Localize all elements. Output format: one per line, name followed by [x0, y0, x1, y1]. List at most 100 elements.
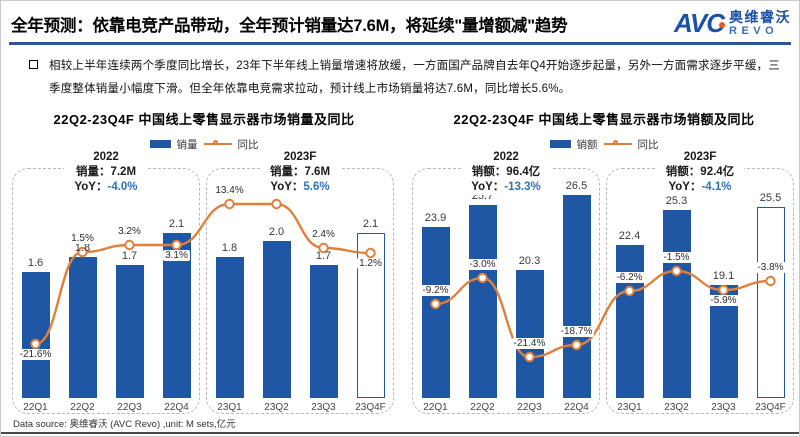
annotation-year: 2022 [493, 151, 519, 163]
annotation-metric: 销额：92.4亿 [665, 165, 735, 178]
bar-23Q2 [662, 210, 691, 398]
line-value-label: -1.5% [649, 252, 705, 263]
legend-line-label: 同比 [237, 138, 259, 151]
line-value-text: -6.2% [614, 272, 645, 283]
bar-22Q4 [562, 195, 591, 398]
x-axis-label: 23Q1 [617, 402, 642, 413]
bar-22Q3 [115, 265, 144, 398]
annotation-yoy-value: -4.1% [701, 180, 732, 193]
legend-line-stroke [203, 142, 232, 145]
annotation-metric: 销量：7.6M [269, 165, 331, 178]
logo-dot-icon [719, 22, 725, 29]
annotation-metric: 销量：7.2M [75, 165, 137, 178]
annotation-metric: 销额：96.4亿 [471, 165, 541, 178]
line-value-label: -9.2% [408, 285, 464, 296]
line-value-text: -1.5% [661, 252, 692, 263]
line-value-text: 1.5% [69, 233, 96, 244]
legend-bar-swatch [549, 140, 571, 148]
line-value-text: -5.9% [708, 295, 739, 306]
line-value-text: 2.4% [310, 229, 337, 240]
line-value-label: 2.4% [296, 229, 352, 240]
bar-value-label: 1.7 [315, 250, 332, 262]
value-chart-legend: 销额 同比 [408, 137, 799, 151]
volume-chart-title: 22Q2-23Q4F 中国线上零售显示器市场销量及同比 [53, 112, 355, 127]
annotation-yoy-label: YoY： [270, 180, 304, 193]
value-chart-title: 22Q2-23Q4F 中国线上零售显示器市场销额及同比 [453, 112, 755, 127]
annotation-card: 2023F 销额：92.4亿 YoY：-4.1% [655, 150, 745, 195]
group-annotation-2022: 2022 销额：96.4亿 YoY：-13.3% [412, 150, 600, 195]
data-source-note: Data source: 奥维睿沃 (AVC Revo) ,unit: M se… [13, 419, 236, 430]
line-value-label: -6.2% [602, 272, 658, 283]
legend-line-marker-icon [212, 139, 218, 145]
x-axis-label: 23Q1 [217, 402, 242, 413]
annotation-year: 2022 [93, 151, 119, 163]
annotation-yoy: YoY：-4.0% [74, 180, 137, 195]
header-divider [9, 42, 791, 45]
bar-23Q3 [309, 265, 338, 398]
line-value-label: -3.8% [743, 262, 799, 273]
line-value-text: -21.4% [511, 338, 548, 349]
bar-22Q3 [515, 270, 544, 398]
bar-22Q1 [21, 272, 50, 398]
x-axis-label: 22Q1 [23, 402, 48, 413]
legend-line-stroke [603, 142, 632, 145]
x-axis-label: 22Q3 [117, 402, 142, 413]
bar-value-label: 1.7 [121, 250, 138, 262]
line-value-label: -18.7% [549, 326, 605, 337]
legend-bar-swatch [149, 140, 171, 148]
bar-value-label: 2.1 [168, 218, 185, 230]
bar-value-label: 1.8 [221, 242, 238, 254]
line-value-text: -18.7% [558, 326, 595, 337]
x-axis-label: 23Q4F [355, 402, 386, 413]
annotation-yoy: YoY：-13.3% [471, 180, 540, 195]
annotation-card: 2022 销额：96.4亿 YoY：-13.3% [461, 150, 551, 195]
x-axis-label: 22Q1 [423, 402, 448, 413]
legend-bar-label: 销量 [176, 138, 198, 151]
line-value-text: -3.0% [467, 259, 498, 270]
logo-avc-text: AVC [674, 8, 725, 39]
line-value-label: 3.1% [149, 250, 205, 261]
line-value-label: -21.6% [8, 349, 64, 360]
line-value-text: 3.2% [116, 226, 143, 237]
volume-chart-legend: 销量 同比 [8, 137, 400, 151]
line-value-label: 3.2% [102, 226, 158, 237]
x-axis-label: 23Q2 [264, 402, 289, 413]
x-axis-label: 23Q3 [711, 402, 736, 413]
annotation-yoy: YoY：-4.1% [666, 180, 734, 195]
logo-revo-text: REVO [729, 25, 779, 38]
bottom-divider [1, 432, 799, 434]
line-value-label: -5.9% [696, 295, 752, 306]
annotation-yoy: YoY：5.6% [270, 180, 330, 195]
bar-value-label: 1.6 [27, 257, 44, 269]
x-axis-label: 22Q2 [70, 402, 95, 413]
legend-line-marker-icon [612, 139, 618, 145]
line-value-text: -3.8% [755, 262, 786, 273]
summary-bullet: 相较上半年连续两个季度同比增长，23年下半年线上销量增速将放缓，一方面国产品牌自… [29, 55, 785, 101]
bar-22Q2 [468, 205, 497, 398]
x-axis-label: 23Q2 [664, 402, 689, 413]
header: 全年预测：依靠电竞产品带动，全年预计销量达7.6M，将延续"量增额减"趋势 AV… [1, 1, 799, 42]
legend-bar-label: 销额 [576, 138, 598, 151]
annotation-card: 2022 销量：7.2M YoY：-4.0% [64, 150, 148, 195]
line-value-text: 3.1% [163, 250, 190, 261]
annotation-yoy-value: -13.3% [504, 180, 541, 193]
annotation-year: 2023F [683, 151, 717, 163]
x-axis-label: 22Q4 [564, 402, 589, 413]
legend-line-label: 同比 [637, 138, 659, 151]
annotation-yoy-label: YoY： [668, 180, 702, 193]
bar-value-label: 26.5 [565, 180, 588, 192]
x-axis-label: 22Q3 [517, 402, 542, 413]
bar-value-label: 20.3 [518, 255, 541, 267]
group-annotation-2022: 2022 销量：7.2M YoY：-4.0% [12, 150, 200, 195]
volume-chart-panel: 22Q2-23Q4F 中国线上零售显示器市场销量及同比 销量 同比 2022 销量… [8, 109, 400, 421]
legend-line-swatch [203, 139, 232, 150]
value-chart-plot: 2022 销额：96.4亿 YoY：-13.3% 2023F 销额：92.4亿 YoY：-… [408, 150, 799, 416]
logo-chinese-name: 奥维睿沃 [729, 8, 791, 25]
bar-value-label: 2.0 [268, 226, 285, 238]
group-annotation-2023F: 2023F 销量：7.6M YoY：5.6% [206, 150, 394, 195]
annotation-yoy-label: YoY： [74, 180, 108, 193]
annotation-card: 2023F 销量：7.6M YoY：5.6% [259, 150, 341, 195]
bar-value-label: 22.4 [618, 230, 641, 242]
x-axis-label: 23Q3 [311, 402, 336, 413]
legend-line-swatch [603, 139, 632, 150]
